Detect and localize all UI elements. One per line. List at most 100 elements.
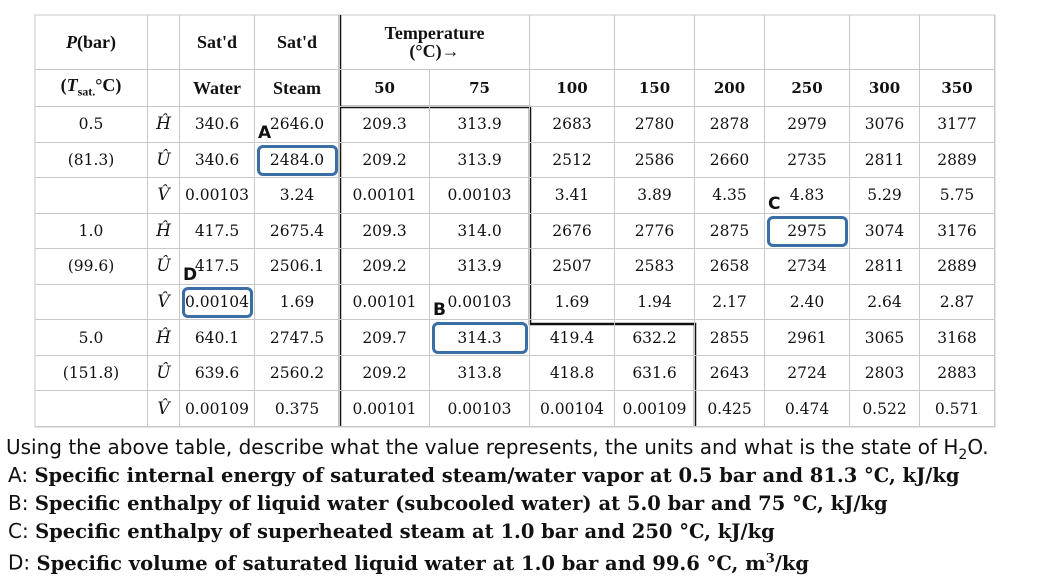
value-cell: 2583	[615, 249, 695, 285]
value-cell: 2658	[695, 249, 765, 285]
value: 0.00103	[447, 399, 512, 418]
value-cell: 2.17	[695, 284, 765, 321]
value-cell: 313.9	[430, 249, 530, 285]
temp-value: 200	[713, 79, 746, 97]
question-text: Using the above table, describe what the…	[6, 435, 959, 459]
value-cell: 631.6	[615, 355, 695, 392]
value-cell: 0.00101	[340, 284, 430, 321]
symbol-cell: V̂	[148, 391, 180, 427]
value-cell: 2.40	[765, 284, 850, 321]
value: 2586	[634, 150, 675, 169]
temp-value: 150	[638, 79, 671, 97]
header-cell	[850, 15, 920, 70]
value: 0.00104	[539, 399, 605, 418]
header-cell	[148, 70, 180, 107]
value: 313.9	[457, 115, 502, 134]
temp-unit: (°C)→	[409, 41, 460, 61]
answer-sup: 3	[765, 551, 775, 566]
header-cell: 100	[530, 70, 615, 107]
value: 2658	[709, 257, 750, 276]
property-symbol: V̂	[157, 292, 170, 313]
temp-value: 50	[374, 79, 395, 97]
table-frame	[34, 14, 996, 428]
pressure: 0.5	[78, 115, 104, 134]
marker-label: C	[768, 193, 781, 214]
value-cell: 3.41	[530, 178, 615, 214]
value-cell: 417.5	[180, 249, 255, 285]
answer-text: Specific volume of saturated liquid wate…	[37, 551, 810, 575]
value: 3.41	[554, 186, 590, 205]
header-cell: 50	[340, 70, 430, 107]
symbol-cell: Ĥ	[148, 107, 180, 143]
value: 0.00103	[447, 186, 512, 205]
value: 4.35	[712, 186, 747, 205]
value-cell: 0.00104	[180, 284, 255, 321]
value: 209.2	[362, 257, 407, 276]
highlight-box	[432, 322, 528, 354]
symbol-cell: Û	[148, 355, 180, 392]
value-cell: 0.00109	[180, 391, 255, 427]
value: 209.2	[362, 364, 407, 383]
p-symbol: P	[66, 32, 77, 52]
value-cell: 0.00109	[615, 391, 695, 427]
value: 3.89	[637, 186, 672, 205]
value: 2811	[864, 257, 905, 276]
pressure: 5.0	[78, 328, 104, 347]
value-cell: 1.69	[255, 284, 340, 321]
tsat-sub: sat.	[77, 84, 96, 99]
value: 1.69	[554, 293, 590, 312]
highlight-box	[257, 144, 338, 177]
value: 0.00103	[184, 186, 250, 205]
value-cell: 0.00103	[430, 178, 530, 214]
answer-body: Specific enthalpy of superheated steam a…	[35, 520, 775, 543]
answer: B: Specific enthalpy of liquid water (su…	[8, 490, 888, 517]
value: 631.6	[632, 364, 677, 383]
value: 313.9	[457, 150, 502, 169]
value-cell: 2724	[765, 355, 850, 392]
region-lines	[338, 15, 697, 427]
value-cell: 4.83	[765, 178, 850, 214]
value: 340.6	[194, 150, 240, 169]
value: 2803	[864, 364, 905, 383]
value: 0.00101	[352, 293, 417, 312]
value: 2.17	[712, 293, 747, 312]
value: 4.83	[789, 186, 825, 205]
value: 2776	[634, 221, 675, 240]
value: 0.00101	[352, 186, 417, 205]
value-cell: 2889	[920, 249, 995, 285]
pressure-cell: (99.6)	[35, 249, 148, 285]
value-cell: 418.8	[530, 355, 615, 392]
tsat-open: (	[60, 74, 67, 95]
value-cell: 209.3	[340, 107, 430, 143]
marker-label: A	[258, 122, 272, 143]
value-cell: 2.64	[850, 284, 920, 321]
answer-text: Specific internal energy of saturated st…	[34, 464, 959, 487]
value-cell: 639.6	[180, 355, 255, 392]
value-cell: 5.29	[850, 178, 920, 214]
value-cell: 1.94	[615, 284, 695, 321]
value-cell: 0.00103	[430, 284, 530, 321]
value-cell: 209.7	[340, 320, 430, 356]
highlight-box	[182, 286, 253, 319]
value: 2878	[709, 115, 750, 134]
property-symbol: Û	[156, 256, 171, 277]
value-cell: 2676	[530, 213, 615, 250]
pressure-cell: 5.0	[35, 320, 148, 356]
value-cell: 2855	[695, 320, 765, 356]
symbol-cell: Û	[148, 142, 180, 179]
value: 2979	[787, 115, 827, 134]
value-cell: 1.69	[530, 284, 615, 321]
value: 0.522	[862, 399, 907, 418]
pressure-cell: (151.8)	[35, 355, 148, 392]
value: 3065	[864, 328, 905, 347]
value-cell: 0.00103	[430, 391, 530, 427]
value: 640.1	[194, 328, 240, 347]
value-cell: 0.425	[695, 391, 765, 427]
answer-letter: D:	[8, 550, 31, 575]
tsat: (99.6)	[67, 257, 115, 276]
value-cell: 0.00101	[340, 391, 430, 427]
value: 2889	[937, 257, 977, 276]
value-cell: 209.2	[340, 142, 430, 179]
value: 0.00103	[447, 293, 512, 312]
